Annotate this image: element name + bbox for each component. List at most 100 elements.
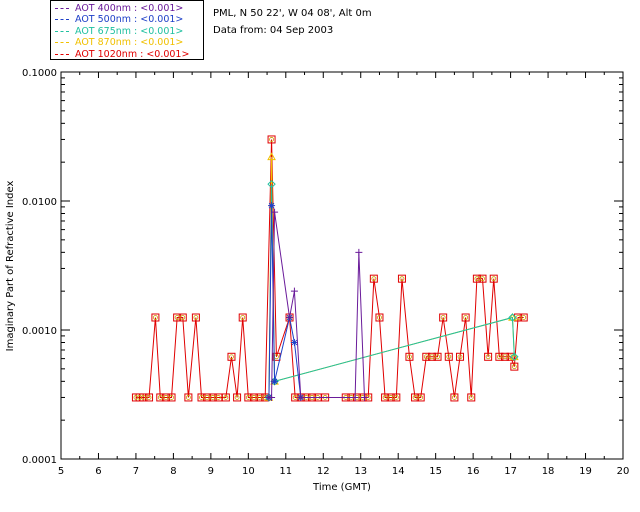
data-point-overlay xyxy=(180,315,186,320)
series-line xyxy=(268,184,515,398)
legend-label: AOT 400nm : <0.001> xyxy=(75,3,184,14)
data-point xyxy=(227,352,236,361)
x-tick-label: 19 xyxy=(579,466,592,477)
data-point xyxy=(286,313,294,321)
data-point xyxy=(510,362,519,371)
data-point-overlay xyxy=(399,276,405,282)
data-point-overlay xyxy=(474,276,480,282)
y-tick-label: 0.0100 xyxy=(22,197,57,208)
data-point xyxy=(508,313,517,322)
data-point-overlay xyxy=(429,354,435,360)
data-point xyxy=(271,208,279,216)
x-tick-label: 10 xyxy=(242,466,255,477)
data-point xyxy=(191,313,200,322)
data-point-overlay xyxy=(257,395,262,400)
data-point xyxy=(151,313,160,322)
legend-swatch xyxy=(55,8,69,9)
x-tick-label: 15 xyxy=(429,466,442,477)
x-tick-label: 20 xyxy=(617,466,630,477)
data-point-overlay xyxy=(468,395,474,400)
data-point-overlay xyxy=(153,315,158,320)
data-point-overlay xyxy=(388,395,394,400)
data-point xyxy=(351,393,359,401)
legend-swatch xyxy=(55,42,69,44)
x-tick-label: 16 xyxy=(467,466,480,477)
data-point-overlay xyxy=(440,315,446,320)
x-tick-label: 9 xyxy=(208,466,214,477)
data-point xyxy=(461,313,470,322)
data-point xyxy=(450,393,459,402)
data-point-overlay xyxy=(485,354,491,360)
data-point xyxy=(397,274,406,283)
data-point-overlay xyxy=(185,395,191,400)
data-point xyxy=(369,274,378,283)
series-line xyxy=(268,205,302,398)
data-point xyxy=(405,352,414,361)
x-tick-label: 18 xyxy=(542,466,555,477)
data-point xyxy=(467,393,476,402)
x-tick-label: 6 xyxy=(95,466,101,477)
legend-swatch xyxy=(55,53,69,55)
data-point-overlay xyxy=(223,395,229,400)
data-point xyxy=(267,135,276,144)
data-point-overlay xyxy=(496,354,502,360)
data-point-overlay xyxy=(141,395,146,400)
data-point-overlay xyxy=(292,395,298,400)
data-point xyxy=(375,313,384,322)
data-point xyxy=(456,352,465,361)
legend-swatch xyxy=(55,19,69,21)
y-tick-label: 0.1000 xyxy=(22,68,57,79)
data-point xyxy=(267,152,276,161)
data-point xyxy=(510,352,519,361)
data-point-overlay xyxy=(451,395,457,400)
x-tick-label: 14 xyxy=(392,466,405,477)
data-point-overlay xyxy=(457,354,463,360)
x-tick-label: 11 xyxy=(279,466,292,477)
legend-label: AOT 870nm : <0.001> xyxy=(75,37,184,49)
data-point xyxy=(355,248,363,256)
y-tick-label: 0.0001 xyxy=(22,455,57,466)
data-point xyxy=(271,377,279,385)
data-point xyxy=(290,287,298,295)
date-info: Data from: 04 Sep 2003 xyxy=(213,25,334,36)
legend: AOT 400nm : <0.001> AOT 500nm : <0.001> AO… xyxy=(50,0,204,60)
series-0 xyxy=(265,208,368,401)
data-point xyxy=(268,202,276,210)
data-point-overlay xyxy=(393,395,399,400)
data-point-overlay xyxy=(199,395,204,400)
series-1 xyxy=(265,202,305,401)
series-2 xyxy=(264,179,519,402)
x-tick-label: 17 xyxy=(504,466,517,477)
data-point-overlay xyxy=(407,354,412,360)
data-point xyxy=(297,393,305,401)
data-point-overlay xyxy=(521,315,527,320)
data-point xyxy=(238,313,247,322)
y-axis-label: Imaginary Part of Refractive Index xyxy=(5,181,16,352)
data-point-overlay xyxy=(463,315,469,320)
data-point xyxy=(268,393,276,401)
data-point xyxy=(484,352,493,361)
legend-entry: AOT 1020nm : <0.001> xyxy=(55,49,189,61)
data-point-overlay xyxy=(146,395,152,400)
x-axis-label: Time (GMT) xyxy=(312,482,371,493)
data-point-overlay xyxy=(446,354,452,360)
data-point-overlay xyxy=(210,395,216,400)
data-point-overlay xyxy=(491,276,497,282)
data-point-overlay xyxy=(412,395,418,400)
data-point-overlay xyxy=(382,395,388,400)
data-point-overlay xyxy=(204,395,210,400)
legend-swatch xyxy=(55,30,69,32)
series-line xyxy=(135,139,524,398)
data-point xyxy=(444,352,453,361)
data-point-overlay xyxy=(169,395,174,400)
data-point xyxy=(221,393,230,402)
data-point-overlay xyxy=(174,315,180,320)
legend-label: AOT 500nm : <0.001> xyxy=(75,14,184,26)
data-point xyxy=(233,393,242,402)
x-tick-label: 8 xyxy=(170,466,176,477)
data-point xyxy=(360,393,368,401)
legend-entry: AOT 675nm : <0.001> xyxy=(55,26,183,38)
data-point xyxy=(184,393,193,402)
legend-label: AOT 675nm : <0.001> xyxy=(75,25,184,37)
data-point-overlay xyxy=(371,276,377,282)
